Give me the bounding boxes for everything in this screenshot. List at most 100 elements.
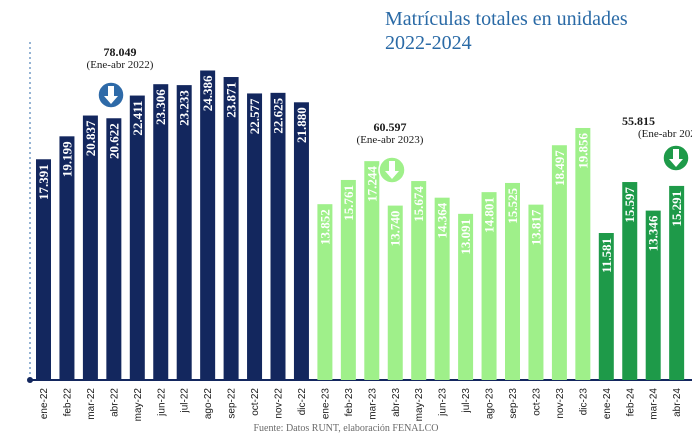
tick-label-feb-22: feb-22 bbox=[62, 388, 73, 417]
source-note: Fuente: Datos RUNT, elaboración FENALCO bbox=[253, 423, 439, 434]
bar-nov-23 bbox=[551, 145, 567, 380]
tick-label-jul-23: jul-23 bbox=[461, 388, 472, 414]
tick-label-may-22: may-22 bbox=[133, 388, 144, 422]
tick-label-ene-22: ene-22 bbox=[39, 388, 50, 420]
bar-dic-22 bbox=[293, 102, 309, 381]
value-label-ene-22: 17.391 bbox=[36, 164, 51, 200]
annotation-2022-period: (Ene-abr 2022) bbox=[86, 59, 154, 71]
tick-label-ago-22: ago-22 bbox=[203, 388, 214, 420]
bar-ene-24 bbox=[598, 233, 614, 380]
bar-mar-23 bbox=[364, 161, 380, 380]
bar-oct-22 bbox=[247, 93, 263, 380]
value-label-dic-22: 21.880 bbox=[294, 107, 309, 143]
value-label-sep-22: 23.871 bbox=[224, 82, 239, 118]
annotation-2024-period: (Ene-abr 2024) bbox=[638, 128, 692, 140]
tick-label-may-23: may-23 bbox=[414, 388, 425, 422]
tick-label-jun-23: jun-23 bbox=[438, 388, 449, 417]
tick-label-dic-22: dic-22 bbox=[297, 388, 308, 416]
value-label-may-23: 15.674 bbox=[411, 186, 426, 222]
bar-ago-22 bbox=[200, 70, 216, 380]
value-label-abr-23: 13.740 bbox=[388, 211, 403, 247]
tick-label-oct-22: oct-22 bbox=[250, 388, 261, 416]
tick-label-ago-23: ago-23 bbox=[485, 388, 496, 420]
tick-label-oct-23: oct-23 bbox=[531, 388, 542, 416]
bar-jul-22 bbox=[176, 85, 192, 380]
tick-label-mar-22: mar-22 bbox=[86, 388, 97, 420]
tick-label-mar-23: mar-23 bbox=[367, 388, 378, 420]
value-label-mar-23: 17.244 bbox=[364, 166, 379, 202]
tick-label-feb-23: feb-23 bbox=[344, 388, 355, 417]
tick-label-sep-22: sep-22 bbox=[227, 388, 238, 419]
bar-ene-23 bbox=[317, 204, 333, 380]
bar-nov-22 bbox=[270, 92, 286, 380]
annotation-2023: 60.597 (Ene-abr 2023) bbox=[330, 120, 450, 147]
annotation-2022: 78.049 (Ene-abr 2022) bbox=[60, 45, 180, 72]
bar-abr-24 bbox=[669, 185, 685, 380]
bar-jul-23 bbox=[458, 213, 474, 380]
bar-ene-22 bbox=[36, 159, 51, 380]
tick-label-feb-24: feb-24 bbox=[625, 388, 636, 417]
value-label-sep-23: 15.525 bbox=[505, 187, 520, 223]
down-arrow-icon bbox=[378, 156, 406, 184]
tick-label-nov-23: nov-23 bbox=[555, 388, 566, 419]
value-label-abr-24: 15.291 bbox=[669, 191, 684, 227]
tick-label-ene-23: ene-23 bbox=[320, 388, 331, 420]
tick-label-jun-22: jun-22 bbox=[156, 388, 167, 417]
chart-title-line2: 2022-2024 bbox=[385, 32, 472, 54]
value-label-mar-22: 20.837 bbox=[83, 120, 98, 156]
tick-label-jul-22: jul-22 bbox=[180, 388, 191, 414]
down-arrow-icon bbox=[97, 81, 125, 109]
value-label-ene-23: 13.852 bbox=[317, 209, 332, 245]
axis-origin-dot bbox=[27, 377, 33, 383]
value-label-dic-23: 19.856 bbox=[575, 132, 590, 168]
value-label-feb-23: 15.761 bbox=[341, 185, 356, 221]
value-label-abr-22: 20.622 bbox=[106, 123, 121, 159]
bar-abr-22 bbox=[106, 118, 122, 381]
tick-label-nov-22: nov-22 bbox=[274, 388, 285, 419]
value-label-may-22: 22.411 bbox=[130, 101, 145, 136]
bar-mar-24 bbox=[645, 210, 661, 380]
tick-label-abr-23: abr-23 bbox=[391, 388, 402, 417]
tick-label-ene-24: ene-24 bbox=[602, 388, 613, 420]
tick-label-sep-23: sep-23 bbox=[508, 388, 519, 419]
value-label-nov-23: 18.497 bbox=[552, 150, 567, 186]
value-label-jul-22: 23.233 bbox=[177, 90, 192, 126]
down-arrow-icon bbox=[662, 144, 690, 172]
tick-label-abr-22: abr-22 bbox=[109, 388, 120, 417]
value-label-jun-23: 14.364 bbox=[435, 202, 450, 238]
annotation-2022-value: 78.049 bbox=[103, 45, 137, 59]
bar-sep-23 bbox=[505, 182, 520, 380]
bar-sep-22 bbox=[223, 77, 239, 381]
value-label-nov-22: 22.625 bbox=[271, 97, 286, 133]
value-label-jun-22: 23.306 bbox=[153, 89, 168, 125]
annotation-2023-period: (Ene-abr 2023) bbox=[356, 134, 424, 146]
bar-jun-22 bbox=[153, 84, 169, 380]
value-label-oct-22: 22.577 bbox=[247, 98, 262, 134]
tick-label-abr-24: abr-24 bbox=[672, 388, 683, 417]
bar-ago-23 bbox=[481, 192, 497, 380]
bar-dic-23 bbox=[575, 127, 591, 380]
bar-oct-23 bbox=[528, 204, 544, 380]
annotation-2023-value: 60.597 bbox=[373, 120, 407, 134]
bar-jun-23 bbox=[434, 197, 450, 380]
bar-may-22 bbox=[129, 95, 145, 381]
bar-feb-22 bbox=[59, 136, 75, 380]
value-label-ene-24: 11.581 bbox=[599, 238, 614, 273]
annotation-2024: 55.815 (Ene-abr 2024) bbox=[614, 114, 692, 141]
value-label-mar-24: 13.346 bbox=[646, 215, 661, 251]
bar-feb-23 bbox=[340, 179, 356, 380]
bar-feb-24 bbox=[622, 182, 638, 380]
chart-title-line1: Matrículas totales en unidades bbox=[385, 8, 628, 30]
tick-label-dic-23: dic-23 bbox=[578, 388, 589, 416]
bar-abr-23 bbox=[387, 205, 403, 380]
annotation-2024-value: 55.815 bbox=[622, 114, 655, 128]
value-label-feb-22: 19.199 bbox=[59, 141, 74, 177]
tick-label-mar-24: mar-24 bbox=[649, 388, 660, 420]
value-label-oct-23: 13.817 bbox=[528, 209, 543, 245]
value-label-jul-23: 13.091 bbox=[458, 219, 473, 255]
bar-may-23 bbox=[411, 181, 427, 380]
bar-mar-22 bbox=[82, 115, 98, 380]
value-label-ago-22: 24.386 bbox=[200, 75, 215, 111]
value-label-ago-23: 14.801 bbox=[482, 197, 497, 233]
